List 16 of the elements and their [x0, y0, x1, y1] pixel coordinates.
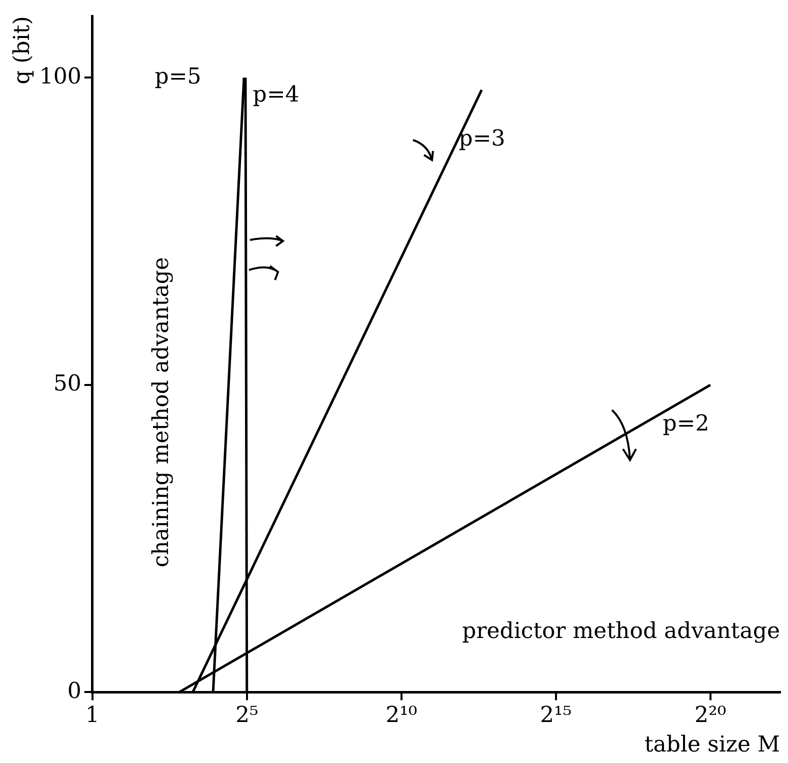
- annotation: predictor method advantage: [462, 618, 780, 644]
- y-tick-label: 50: [53, 372, 82, 397]
- x-tick-label: 2²⁰: [694, 703, 726, 728]
- x-axis-title: table size M: [644, 732, 780, 758]
- y-tick-label: 0: [67, 678, 82, 704]
- y-tick-label: 100: [39, 64, 82, 90]
- annotation: chaining method advantage: [149, 257, 174, 568]
- x-tick-label: 2⁵: [235, 703, 258, 728]
- y-axis-title: q (bit): [10, 16, 35, 84]
- annotation: p=2: [662, 412, 710, 437]
- annotation: p=5: [154, 64, 202, 90]
- x-tick-label: 1: [85, 703, 100, 728]
- annotation: p=4: [252, 82, 300, 108]
- x-tick-label: 2¹⁵: [540, 703, 572, 728]
- annotation: p=3: [458, 126, 506, 152]
- x-tick-label: 2¹⁰: [386, 703, 418, 728]
